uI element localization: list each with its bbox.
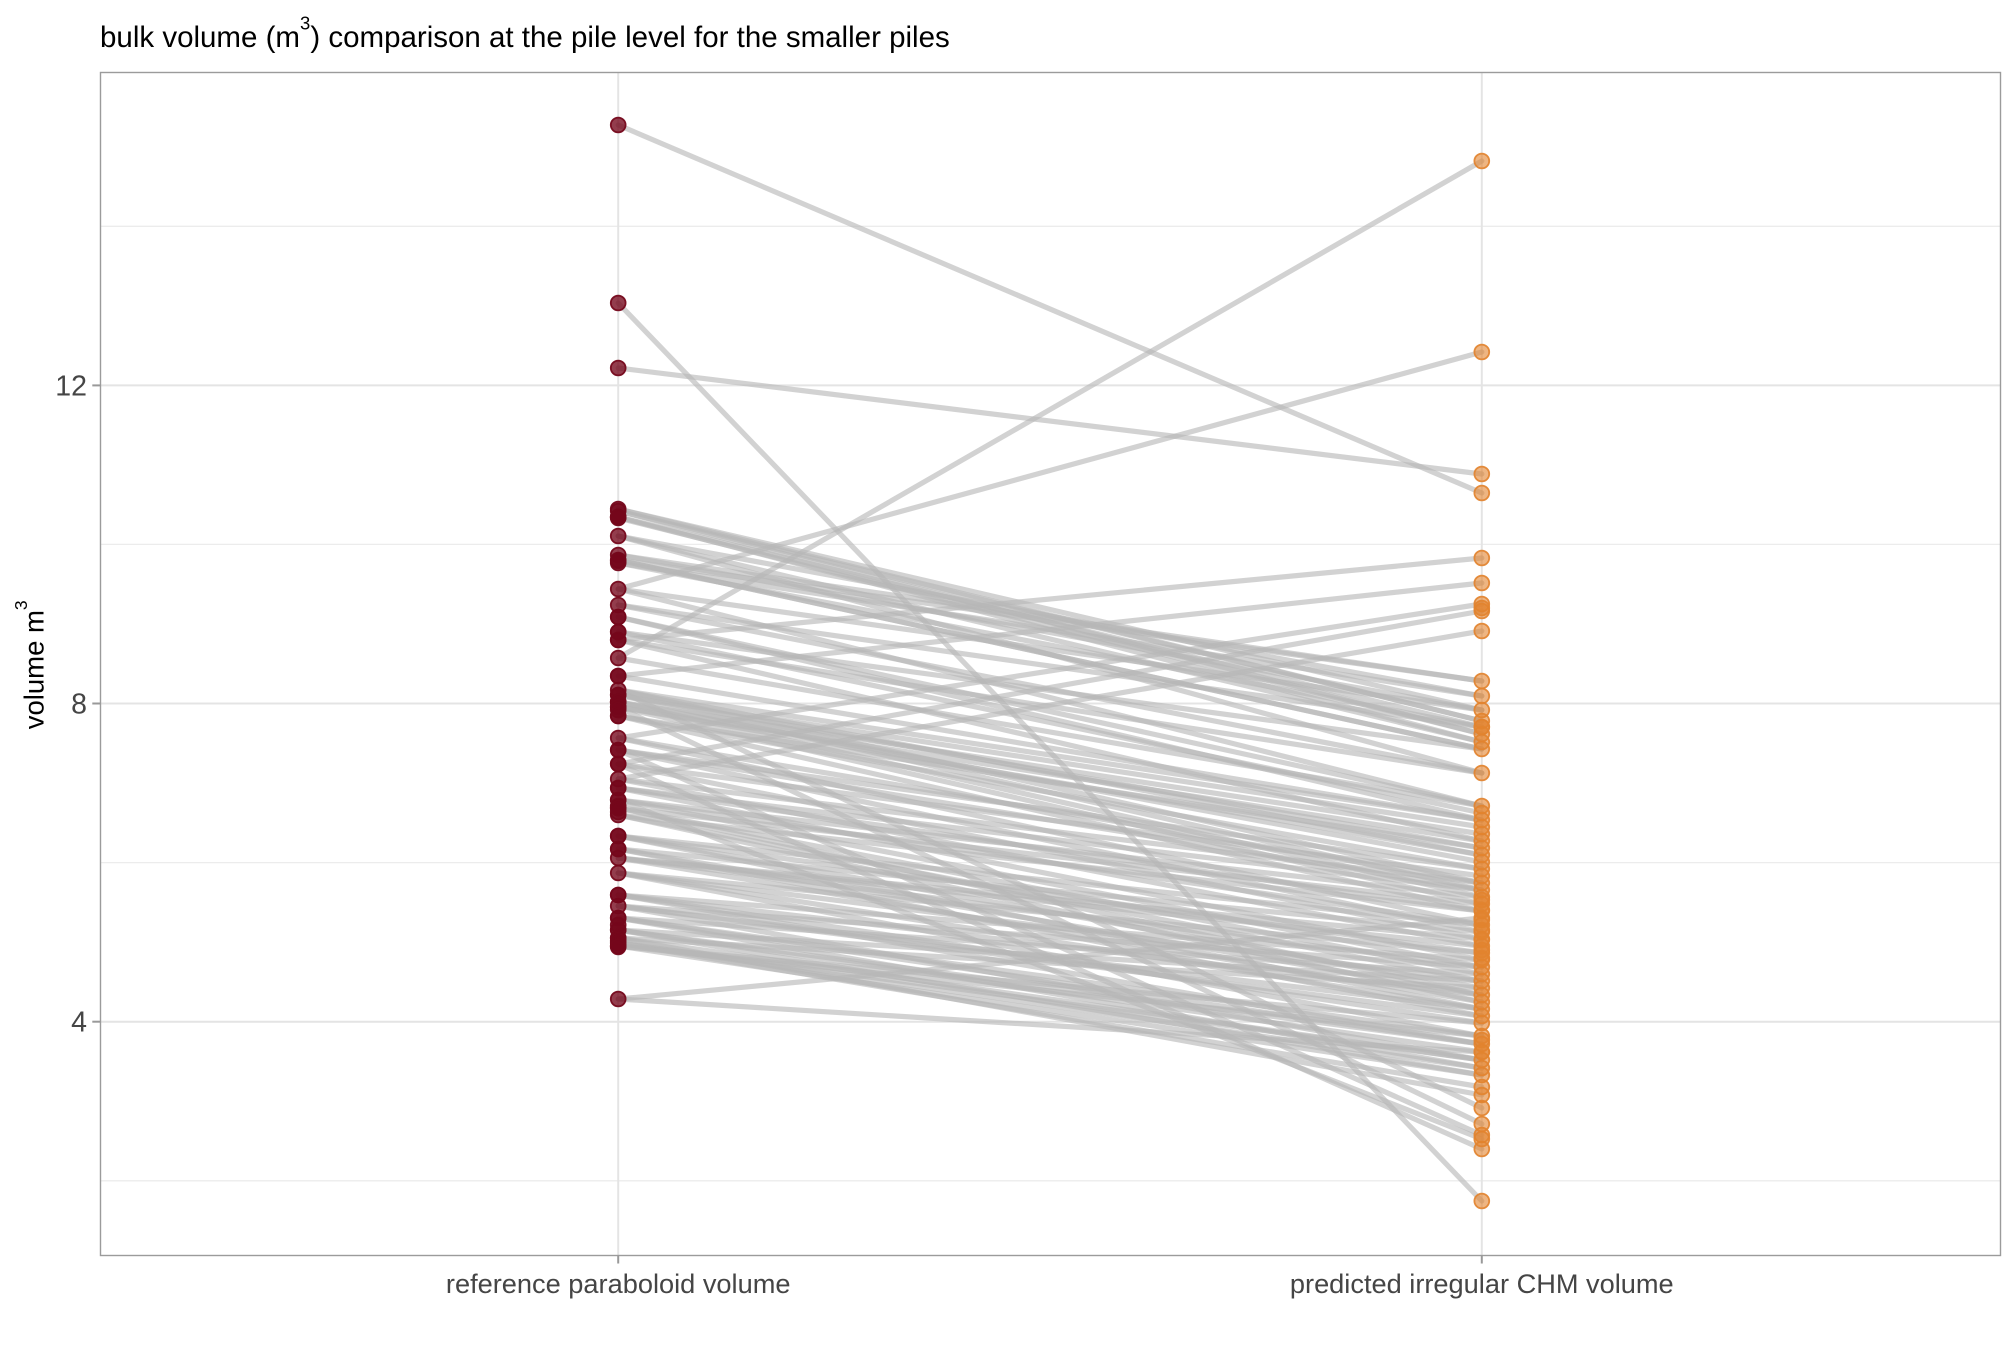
svg-text:4: 4 xyxy=(71,1007,87,1039)
svg-text:12: 12 xyxy=(55,370,87,402)
svg-text:predicted irregular CHM volume: predicted irregular CHM volume xyxy=(1290,1268,1674,1299)
svg-text:reference paraboloid volume: reference paraboloid volume xyxy=(446,1268,791,1299)
svg-text:8: 8 xyxy=(71,689,87,721)
